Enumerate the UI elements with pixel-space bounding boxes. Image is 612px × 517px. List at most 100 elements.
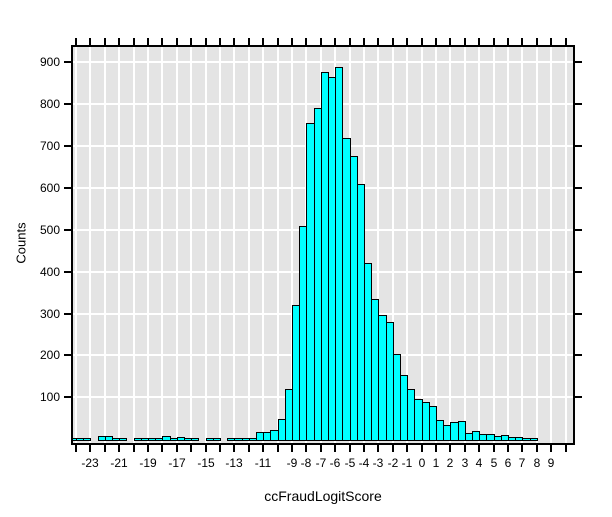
- top-tick: [305, 38, 307, 45]
- top-tick: [507, 38, 509, 45]
- bottom-tick: [464, 445, 466, 452]
- left-tick: [64, 187, 71, 189]
- histogram-bar: [458, 421, 466, 441]
- x-tick-label: 1: [432, 456, 440, 470]
- top-tick: [118, 38, 120, 45]
- vertical-gridline: [550, 47, 552, 443]
- top-tick: [449, 38, 451, 45]
- bottom-tick: [161, 445, 163, 452]
- bottom-tick: [449, 445, 451, 452]
- left-tick: [64, 103, 71, 105]
- top-tick: [377, 38, 379, 45]
- right-tick: [575, 229, 582, 231]
- vertical-gridline: [449, 47, 451, 443]
- vertical-gridline: [233, 47, 235, 443]
- y-tick-label: 800: [39, 97, 60, 111]
- y-tick-label: 900: [39, 55, 60, 69]
- vertical-gridline: [377, 47, 379, 443]
- bottom-tick: [334, 445, 336, 452]
- y-tick-label: 200: [39, 348, 60, 362]
- left-tick: [64, 61, 71, 63]
- bottom-tick: [305, 445, 307, 452]
- plot-panel: [71, 45, 575, 445]
- top-tick: [176, 38, 178, 45]
- x-tick-label: -1: [401, 456, 413, 470]
- top-tick: [421, 38, 423, 45]
- vertical-gridline: [205, 47, 207, 443]
- top-tick: [521, 38, 523, 45]
- x-tick-label: 5: [490, 456, 498, 470]
- bottom-tick: [493, 445, 495, 452]
- top-tick: [104, 38, 106, 45]
- bottom-tick: [262, 445, 264, 452]
- bottom-tick: [550, 445, 552, 452]
- top-tick: [464, 38, 466, 45]
- x-tick-label: -5: [344, 456, 356, 470]
- x-tick-label: -21: [110, 456, 128, 470]
- vertical-gridline: [507, 47, 509, 443]
- vertical-gridline: [262, 47, 264, 443]
- top-tick: [392, 38, 394, 45]
- top-tick: [291, 38, 293, 45]
- vertical-gridline: [464, 47, 466, 443]
- top-tick: [219, 38, 221, 45]
- right-tick: [575, 61, 582, 63]
- top-tick: [277, 38, 279, 45]
- bottom-tick: [147, 445, 149, 452]
- x-tick-label: -17: [168, 456, 186, 470]
- histogram-bar: [530, 438, 538, 441]
- vertical-gridline: [435, 47, 437, 443]
- vertical-gridline: [147, 47, 149, 443]
- vertical-gridline: [133, 47, 135, 443]
- bottom-tick: [89, 445, 91, 452]
- vertical-gridline: [421, 47, 423, 443]
- bottom-tick: [291, 445, 293, 452]
- y-tick-label: 100: [39, 390, 60, 404]
- bottom-tick: [233, 445, 235, 452]
- vertical-gridline: [104, 47, 106, 443]
- vertical-gridline: [277, 47, 279, 443]
- x-tick-label: 4: [475, 456, 483, 470]
- top-tick: [565, 38, 567, 45]
- top-tick: [133, 38, 135, 45]
- top-tick: [349, 38, 351, 45]
- bottom-tick: [205, 445, 207, 452]
- y-axis-title: Counts: [13, 222, 29, 264]
- y-tick-label: 400: [39, 265, 60, 279]
- bottom-tick: [421, 445, 423, 452]
- y-tick-label: 700: [39, 139, 60, 153]
- left-tick: [64, 229, 71, 231]
- top-tick: [248, 38, 250, 45]
- bottom-tick: [320, 445, 322, 452]
- x-tick-label: -4: [358, 456, 370, 470]
- right-tick: [575, 187, 582, 189]
- histogram-bar: [213, 438, 221, 441]
- x-tick-label: -15: [197, 456, 215, 470]
- x-tick-label: 2: [446, 456, 454, 470]
- right-tick: [575, 396, 582, 398]
- top-tick: [550, 38, 552, 45]
- top-tick: [161, 38, 163, 45]
- bottom-tick: [349, 445, 351, 452]
- x-tick-label: -19: [139, 456, 157, 470]
- left-tick: [64, 396, 71, 398]
- x-tick-label: -7: [315, 456, 327, 470]
- left-tick: [64, 313, 71, 315]
- x-tick-label: -11: [254, 456, 272, 470]
- bottom-tick: [565, 445, 567, 452]
- right-tick: [575, 354, 582, 356]
- x-tick-label: -6: [329, 456, 341, 470]
- vertical-gridline: [118, 47, 120, 443]
- bottom-tick: [435, 445, 437, 452]
- top-tick: [334, 38, 336, 45]
- bottom-tick: [536, 445, 538, 452]
- bottom-tick: [478, 445, 480, 452]
- x-tick-label: 9: [547, 456, 555, 470]
- x-tick-label: 7: [518, 456, 526, 470]
- vertical-gridline: [219, 47, 221, 443]
- bottom-tick: [363, 445, 365, 452]
- bottom-tick: [118, 445, 120, 452]
- vertical-gridline: [291, 47, 293, 443]
- top-tick: [493, 38, 495, 45]
